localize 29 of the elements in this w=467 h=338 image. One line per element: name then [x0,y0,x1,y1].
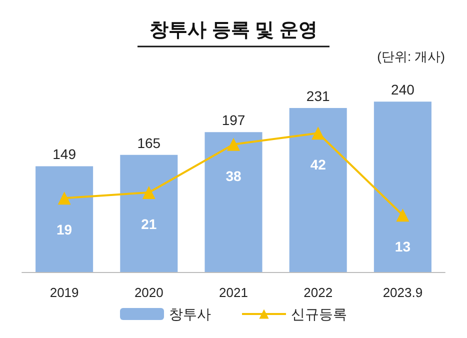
data-label: 231 [306,88,330,104]
bar [289,108,347,272]
bar [120,154,178,272]
point [58,192,71,205]
x-tick-label: 2022 [304,285,333,300]
x-tick-label: 2023.9 [382,285,423,300]
data-label: 21 [141,216,157,232]
data-label: 197 [222,112,246,128]
point [142,186,156,199]
x-tick-label: 2021 [219,285,248,300]
data-label: 240 [391,82,415,98]
point [227,138,240,151]
legend-label: 창투사 [169,306,211,322]
bar [374,102,432,272]
chart-title: 창투사 등록 및 운영 [150,20,318,41]
bar [204,132,262,272]
data-label: 38 [226,168,242,184]
x-tick-label: 2019 [50,285,79,300]
data-label: 42 [310,156,326,173]
data-label: 13 [394,238,411,255]
point [396,208,410,222]
point [312,126,325,140]
data-label: 149 [52,146,76,162]
bar [36,166,94,272]
data-label: 165 [137,134,161,151]
data-label: 19 [56,222,72,238]
legend-label: 신규등록 [291,306,347,322]
x-tick-label: 2020 [134,285,164,300]
text: (단위: 개사) [377,49,446,64]
